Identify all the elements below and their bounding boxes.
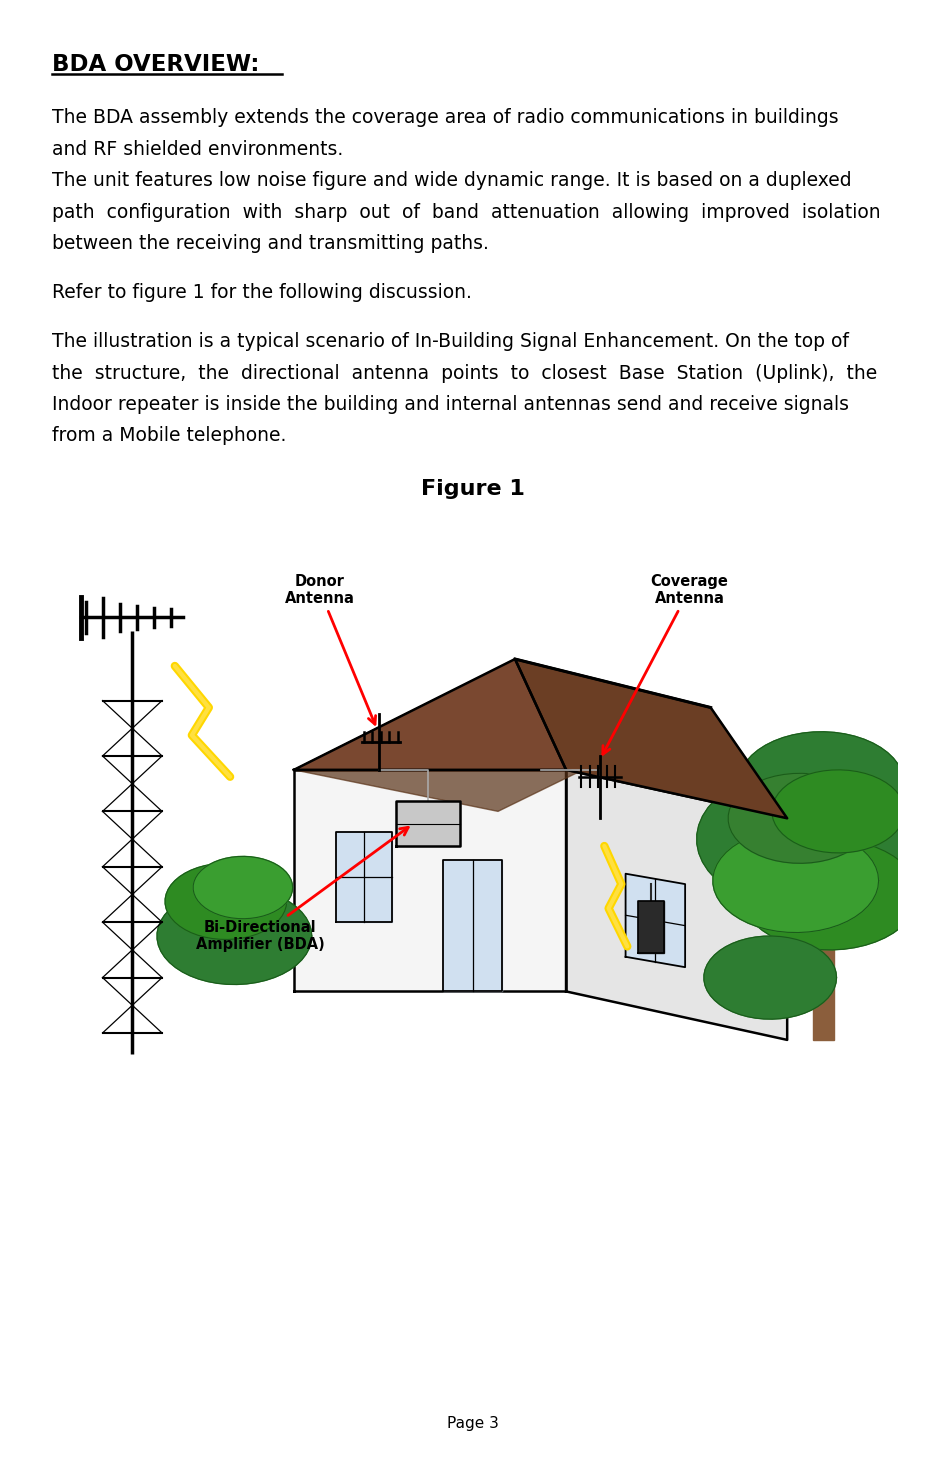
Text: Figure 1: Figure 1 <box>420 478 524 499</box>
Polygon shape <box>443 860 502 992</box>
Text: Page 3: Page 3 <box>447 1416 497 1431</box>
Text: The unit features low noise figure and wide dynamic range. It is based on a dupl: The unit features low noise figure and w… <box>52 171 851 190</box>
Text: from a Mobile telephone.: from a Mobile telephone. <box>52 426 286 445</box>
Polygon shape <box>728 774 871 863</box>
Polygon shape <box>193 856 293 919</box>
Polygon shape <box>336 832 392 922</box>
Polygon shape <box>294 770 565 992</box>
Text: between the receiving and transmitting paths.: between the receiving and transmitting p… <box>52 234 488 253</box>
Text: Indoor repeater is inside the building and internal antennas send and receive si: Indoor repeater is inside the building a… <box>52 395 848 414</box>
Polygon shape <box>396 800 460 846</box>
Polygon shape <box>638 901 664 954</box>
Polygon shape <box>294 658 710 812</box>
Polygon shape <box>294 658 565 770</box>
Text: Refer to figure 1 for the following discussion.: Refer to figure 1 for the following disc… <box>52 282 471 301</box>
Polygon shape <box>514 658 786 818</box>
Text: and RF shielded environments.: and RF shielded environments. <box>52 139 343 158</box>
Text: path  configuration  with  sharp  out  of  band  attenuation  allowing  improved: path configuration with sharp out of ban… <box>52 202 880 221</box>
Polygon shape <box>157 888 312 985</box>
Polygon shape <box>703 936 835 1020</box>
Text: The illustration is a typical scenario of In-Building Signal Enhancement. On the: The illustration is a typical scenario o… <box>52 332 848 351</box>
Polygon shape <box>696 767 928 911</box>
Text: Donor
Antenna: Donor Antenna <box>284 573 375 724</box>
Text: the  structure,  the  directional  antenna  points  to  closest  Base  Station  : the structure, the directional antenna p… <box>52 363 876 382</box>
Text: Bi-Directional
Amplifier (BDA): Bi-Directional Amplifier (BDA) <box>195 827 408 952</box>
Text: The BDA assembly extends the coverage area of radio communications in buildings: The BDA assembly extends the coverage ar… <box>52 108 837 127</box>
Polygon shape <box>812 909 834 1040</box>
Polygon shape <box>771 770 903 853</box>
Text: BDA OVERVIEW:: BDA OVERVIEW: <box>52 53 259 76</box>
Polygon shape <box>165 863 286 939</box>
Polygon shape <box>625 873 684 967</box>
Text: Coverage
Antenna: Coverage Antenna <box>602 573 728 755</box>
Polygon shape <box>712 828 878 932</box>
Polygon shape <box>741 840 918 949</box>
Polygon shape <box>565 770 786 1040</box>
Polygon shape <box>737 732 903 835</box>
